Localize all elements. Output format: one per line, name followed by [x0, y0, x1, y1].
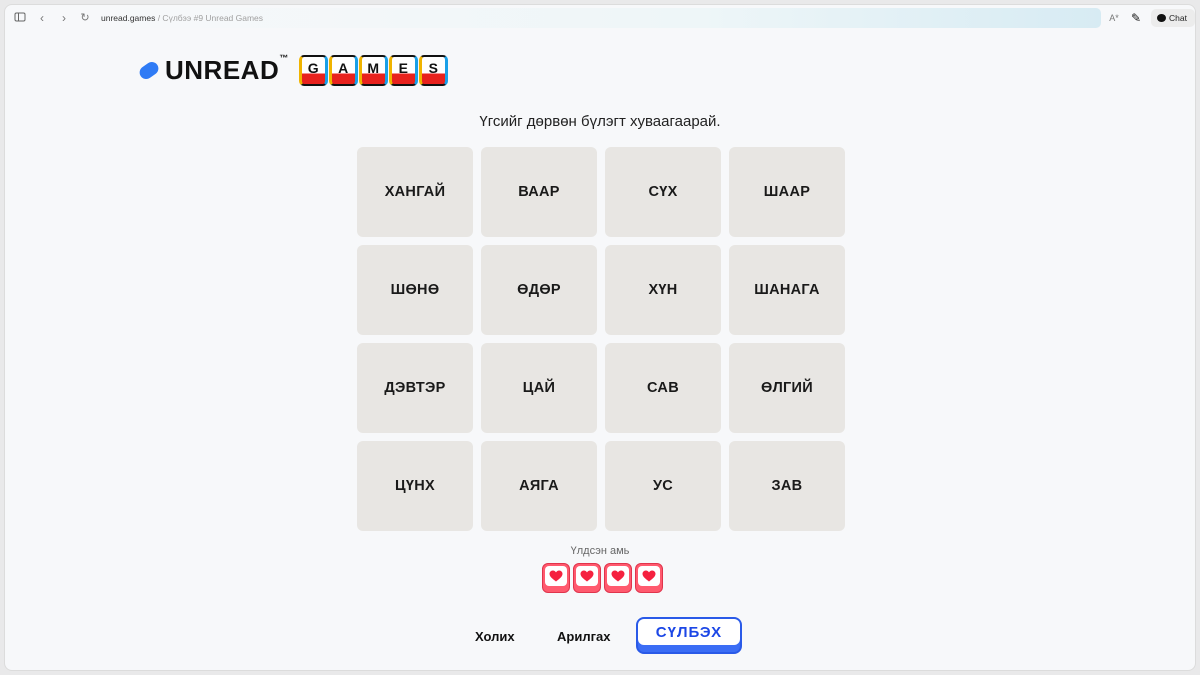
translate-icon[interactable]: A*: [1109, 13, 1119, 23]
games-key: G: [298, 55, 328, 86]
heart-icon: [580, 570, 594, 582]
games-key: E: [388, 55, 418, 86]
submit-label: СҮЛБЭХ: [638, 619, 740, 645]
word-tile[interactable]: ХАНГАЙ: [357, 147, 473, 237]
word-tile[interactable]: ЦАЙ: [481, 343, 597, 433]
life-heart: [573, 563, 601, 593]
shuffle-button[interactable]: Холих: [475, 629, 515, 644]
heart-icon: [549, 570, 563, 582]
word-tile[interactable]: ЗАВ: [729, 441, 845, 531]
submit-button[interactable]: СҮЛБЭХ: [636, 617, 742, 654]
instructions: Үгсийг дөрвөн бүлэгт хуваагаарай.: [479, 113, 721, 130]
word-tile[interactable]: ШААР: [729, 147, 845, 237]
word-tile[interactable]: ВААР: [481, 147, 597, 237]
browser-window: ‹ › ↻ unread.games / Сүлбээ #9 Unread Ga…: [4, 4, 1196, 671]
word-tile[interactable]: УС: [605, 441, 721, 531]
games-key: S: [418, 55, 448, 86]
sidebar-icon[interactable]: [13, 11, 27, 25]
games-key: A: [328, 55, 358, 86]
reload-icon[interactable]: ↻: [80, 12, 90, 24]
word-tile[interactable]: ШАНАГА: [729, 245, 845, 335]
word-tile[interactable]: ӨЛГИЙ: [729, 343, 845, 433]
browser-toolbar: ‹ › ↻ unread.games / Сүлбээ #9 Unread Ga…: [5, 5, 1195, 31]
lives-hearts: [542, 563, 663, 593]
word-tile[interactable]: ХҮН: [605, 245, 721, 335]
life-heart: [604, 563, 632, 593]
lives-label: Үлдсэн амь: [570, 545, 630, 557]
heart-icon: [642, 570, 656, 582]
word-tile[interactable]: ШӨНӨ: [357, 245, 473, 335]
chat-label: Chat: [1169, 13, 1187, 23]
word-tile[interactable]: АЯГА: [481, 441, 597, 531]
pill-icon: [137, 59, 161, 82]
url-domain: unread.games: [101, 13, 156, 23]
word-grid: ХАНГАЙ ВААР СҮХ ШААР ШӨНӨ ӨДӨР ХҮН ШАНАГА ДЭВТЭР…: [357, 147, 845, 531]
life-heart: [542, 563, 570, 593]
back-icon[interactable]: ‹: [40, 11, 44, 25]
word-tile[interactable]: ЦҮНХ: [357, 441, 473, 531]
games-key: M: [358, 55, 388, 86]
word-tile[interactable]: САВ: [605, 343, 721, 433]
brand-name: UNREAD™: [165, 53, 289, 85]
chat-icon: [1157, 14, 1166, 22]
clear-button[interactable]: Арилгах: [557, 629, 611, 644]
word-tile[interactable]: ӨДӨР: [481, 245, 597, 335]
forward-icon[interactable]: ›: [62, 11, 66, 25]
word-tile[interactable]: ДЭВТЭР: [357, 343, 473, 433]
eyedropper-icon[interactable]: ✎: [1130, 11, 1142, 25]
heart-icon: [611, 570, 625, 582]
address-bar[interactable]: unread.games / Сүлбээ #9 Unread Games: [95, 8, 1101, 28]
url-page-title: / Сүлбээ #9 Unread Games: [155, 13, 264, 23]
chat-button[interactable]: Chat: [1151, 9, 1195, 27]
life-heart: [635, 563, 663, 593]
word-tile[interactable]: СҮХ: [605, 147, 721, 237]
